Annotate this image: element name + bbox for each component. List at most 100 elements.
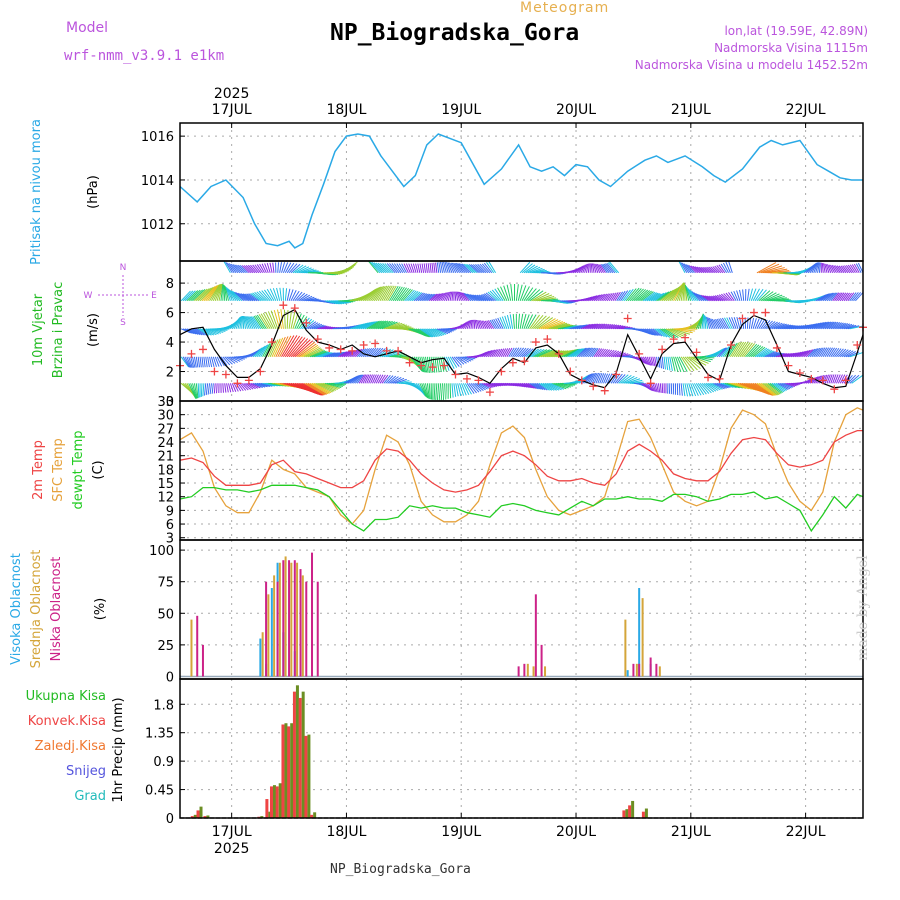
wind-arrow [356,374,364,384]
wind-arrow [429,263,432,273]
wind-arrow [699,313,704,329]
wind-arrow [474,382,484,391]
wind-arrow [193,356,197,368]
wind-arrow [762,292,777,302]
wind-arrow [527,266,541,274]
precip-bar-total [206,815,210,818]
compass-n: N [120,263,127,273]
wind-arrow [606,262,616,274]
wind-arrow [550,382,565,390]
x-tick-label-bottom: 20JUL [556,824,596,840]
wind-arrow [766,294,783,302]
wind-arrow [423,263,426,273]
wind-arrow [593,323,602,330]
wind-arrow [315,325,326,330]
wind-arrow [629,288,642,302]
low-cloud-ylabel: Niska Oblacnost [49,557,64,662]
wind-arrow [231,290,241,302]
y-tick-label: 0 [166,670,174,685]
wind-arrow [667,356,671,371]
wind-arrow [726,382,743,389]
wind-arrow [336,351,346,358]
wind-arrow [284,335,301,358]
wind-arrow [826,264,832,273]
gust-marker [256,367,265,376]
wind-arrow [313,382,332,394]
wind-arrow [385,375,394,384]
wind-arrow [789,382,799,386]
gust-marker [692,348,701,357]
wind-arrow [758,319,766,330]
wind-arrow [288,337,306,358]
wind-arrow [294,313,302,329]
wind-arrow [599,348,606,358]
wind-arrow [519,382,529,388]
wind-arrow [855,292,864,302]
wind-arrow [254,382,266,388]
wind-arrow [286,336,303,358]
wind-arrow [521,382,531,389]
cloud-bar [296,562,299,677]
wind-arrow [706,266,714,274]
wind-arrow [681,262,690,274]
wind-arrow [752,382,773,396]
wind-arrow [506,315,512,329]
wind-arrow [470,319,473,329]
wind-arrow [286,262,295,274]
wind-arrow [785,325,797,330]
wind-arrow [250,264,258,274]
wind-arrow [455,262,464,274]
wind-arrow [412,263,417,273]
wind-arrow [531,348,545,358]
wind-arrow [692,265,701,274]
wind-arrow [648,328,659,336]
wind-arrow [506,284,512,301]
wind-arrow [218,356,225,367]
wind-arrow [845,292,852,302]
wind-arrow [839,349,849,358]
wind-arrow [725,292,733,302]
wind-arrow [601,348,608,358]
wind-arrow [358,374,365,384]
wind-arrow [231,383,237,392]
wind-arrow [758,349,771,358]
wind-arrow [650,293,662,302]
wind-arrow [695,293,705,302]
wind-arrow [362,321,376,330]
wind-arrow [832,292,840,302]
wind-arrow [639,290,652,302]
wind-arrow [538,318,556,330]
wind-arrow [721,317,729,330]
wind-arrow [415,356,424,373]
wind-arrow [525,265,538,274]
wind-arrow [462,383,470,396]
wind-arrow [708,317,714,329]
wind-arrow [828,264,834,274]
wind-arrow [222,356,231,366]
wind-arrow [375,285,386,302]
wind-arrow [709,382,721,391]
y-tick-label: 12 [157,491,174,506]
wind-arrow [377,285,388,302]
wind-arrow [718,264,726,274]
wind-arrow [237,316,242,329]
wind-arrow [229,383,234,393]
wind-arrow [234,264,243,274]
wind-arrow [596,263,603,274]
wind-arrow [704,266,712,274]
wind-arrow [667,286,681,302]
cloud-bar [305,581,308,677]
wind-arrow [595,294,603,302]
wind-arrow [518,382,528,388]
wind-arrow [599,373,605,384]
x-tick-label-top: 19JUL [441,102,481,118]
wind-arrow [730,291,737,302]
wind-arrow [519,285,527,301]
wind-arrow [729,342,740,358]
wind-arrow [190,289,204,302]
wind-arrow [424,383,429,399]
wind-arrow [525,288,537,302]
wind-arrow [227,262,235,274]
wind-arrow [415,328,430,338]
